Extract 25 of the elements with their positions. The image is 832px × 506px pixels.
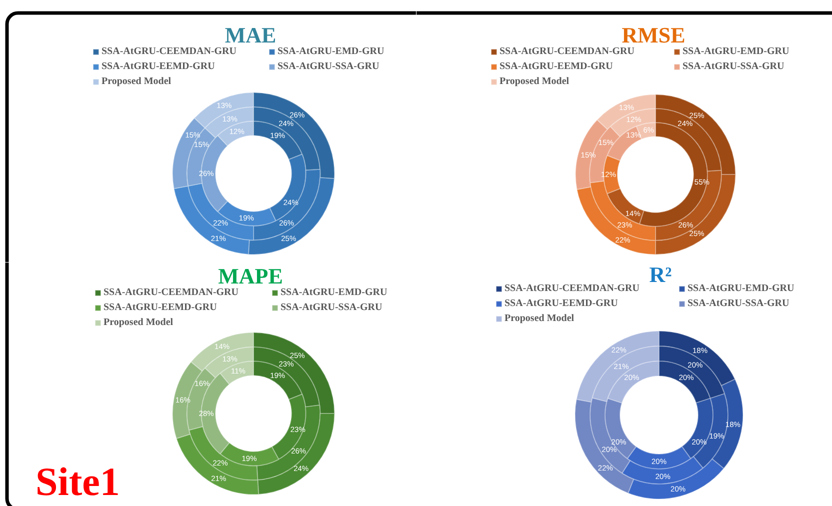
- legend-label: SSA-AtGRU-EEMD-GRU: [504, 296, 619, 310]
- legend-label: SSA-AtGRU-CEEMDAN-GRU: [102, 44, 238, 58]
- legend-label: SSA-AtGRU-EEMD-GRU: [102, 60, 216, 74]
- legend-label: SSA-AtGRU-SSA-GRU: [278, 60, 380, 74]
- legend-label: Proposed Model: [102, 74, 172, 88]
- legend-label: SSA-AtGRU-SSA-GRU: [682, 60, 786, 74]
- legend-label: SSA-AtGRU-EEMD-GRU: [500, 60, 614, 74]
- text: Site1: [36, 459, 120, 504]
- legend-label: SSA-AtGRU-CEEMDAN-GRU: [104, 286, 240, 300]
- legend-label: Proposed Model: [504, 312, 576, 326]
- legend-label: SSA-AtGRU-SSA-GRU: [280, 300, 384, 314]
- legend-label: SSA-AtGRU-EEMD-GRU: [104, 300, 218, 314]
- legend-label: Proposed Model: [104, 316, 174, 330]
- legend-label: Proposed Model: [500, 74, 570, 88]
- chart-title: R²: [649, 262, 672, 287]
- legend-label: SSA-AtGRU-CEEMDAN-GRU: [500, 44, 636, 58]
- chart-title: MAPE: [218, 264, 283, 288]
- legend-label: SSA-AtGRU-EMD-GRU: [280, 286, 388, 300]
- legend-label: SSA-AtGRU-EMD-GRU: [688, 282, 796, 296]
- legend-label: SSA-AtGRU-CEEMDAN-GRU: [504, 282, 640, 294]
- chart-title: RMSE: [622, 22, 686, 48]
- legend-label: SSA-AtGRU-EMD-GRU: [278, 44, 386, 58]
- legend-label: SSA-AtGRU-EMD-GRU: [682, 44, 790, 58]
- chart-title: MAE: [224, 22, 276, 48]
- legend-label: SSA-AtGRU-SSA-GRU: [688, 296, 790, 310]
